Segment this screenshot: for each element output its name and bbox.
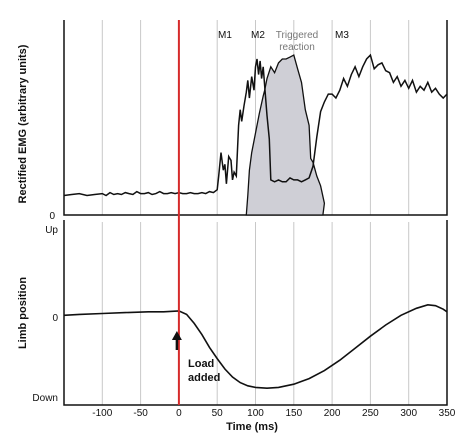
x-tick-label: 0	[176, 408, 182, 419]
limb-panel: Up 0 Down Limb position Time (ms)	[17, 220, 448, 433]
x-tick-label: 300	[400, 408, 417, 419]
load-arrow	[171, 331, 182, 350]
limb-panel-axes	[63, 220, 448, 406]
limb-y-tick-down: Down	[32, 393, 58, 404]
triggered-reaction-area	[245, 54, 326, 216]
load-label-line2: added	[188, 372, 220, 384]
emg-y-tick-0: 0	[49, 211, 55, 222]
annotation-m3: M3	[335, 30, 349, 41]
limb-position-trace	[63, 303, 448, 390]
annotation-m1: M1	[218, 30, 232, 41]
x-tick-label: 100	[247, 408, 264, 419]
emg-y-axis-label: Rectified EMG (arbitrary units)	[17, 44, 29, 203]
x-tick-label: -100	[92, 408, 112, 419]
x-tick-label: 50	[212, 408, 224, 419]
load-label-line1: Load	[188, 358, 214, 370]
emg-panel: 0 Rectified EMG (arbitrary units)	[17, 20, 448, 222]
limb-y-tick-zero: 0	[52, 313, 58, 324]
x-tick-labels: -100 -50 0 50 100 150 200 250 300 350	[92, 408, 455, 419]
annotation-triggered-line2: reaction	[279, 42, 315, 53]
annotation-triggered-line1: Triggered	[276, 30, 318, 41]
x-tick-label: 150	[285, 408, 302, 419]
x-tick-label: 250	[362, 408, 379, 419]
x-tick-label: 350	[439, 408, 456, 419]
limb-y-axis-label: Limb position	[17, 277, 29, 349]
x-axis-label: Time (ms)	[226, 421, 278, 433]
emg-trace	[63, 53, 448, 197]
load-arrow-head	[171, 331, 182, 340]
annotation-m2: M2	[251, 30, 265, 41]
x-tick-label: 200	[324, 408, 341, 419]
x-tick-label: -50	[133, 408, 148, 419]
limb-y-tick-up: Up	[45, 225, 58, 236]
